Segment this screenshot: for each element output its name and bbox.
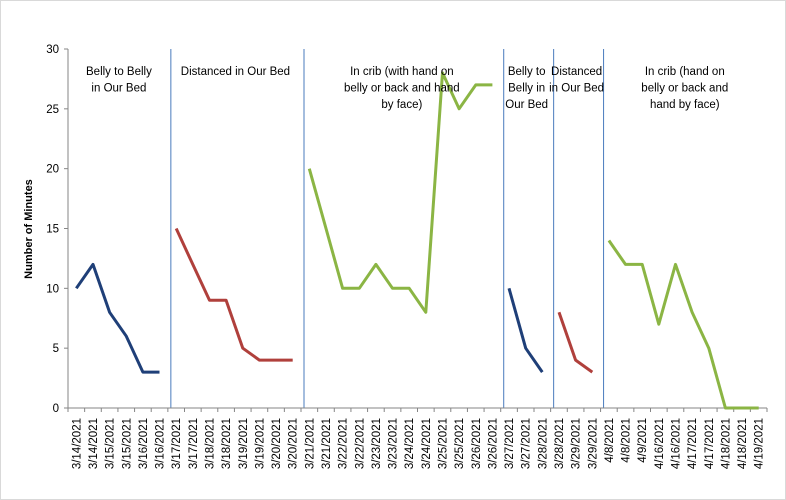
series-line-6: [607, 239, 759, 410]
section-annotation: belly or back and hand: [344, 83, 460, 95]
series-line-5: [557, 311, 594, 374]
series-lines: [75, 71, 759, 410]
x-tick-label: 4/18/2021: [720, 418, 732, 469]
x-tick-label: 3/25/2021: [454, 418, 466, 469]
y-tick-label: 30: [46, 44, 59, 56]
section-annotation: belly or back and: [641, 83, 728, 95]
y-tick-label: 15: [46, 224, 59, 236]
x-tick-label: 3/25/2021: [437, 418, 449, 469]
x-tick-label: 3/26/2021: [471, 418, 483, 469]
section-annotation: Belly to: [508, 66, 546, 78]
section-annotation: Belly to Belly: [86, 66, 152, 78]
x-tick-label: 3/22/2021: [354, 418, 366, 469]
y-tick-label: 5: [53, 343, 59, 355]
x-tick-label: 3/17/2021: [188, 418, 200, 469]
x-tick-label: 3/27/2021: [504, 418, 516, 469]
x-tick-label: 4/16/2021: [654, 418, 666, 469]
axes: 0 5 10 15 20 25 30 3/14/2021 3/14/2021 3/15/2021 3…: [46, 44, 768, 469]
x-tick-label: 3/14/2021: [88, 418, 100, 469]
x-tick-label: 3/26/2021: [487, 418, 499, 469]
x-tick-label: 3/24/2021: [404, 418, 416, 469]
series-line-2: [174, 227, 293, 362]
x-tick-label: 3/15/2021: [121, 418, 133, 469]
x-tick-label: 3/23/2021: [371, 418, 383, 469]
x-tick-label: 4/8/2021: [621, 418, 633, 463]
x-tick-label: 4/9/2021: [637, 418, 649, 463]
series-line-3: [307, 71, 493, 314]
x-tick-label: 3/16/2021: [138, 418, 150, 469]
y-tick-label: 25: [46, 104, 59, 116]
section-annotation: Distanced in Our Bed: [181, 66, 290, 78]
x-tick-label: 4/17/2021: [704, 418, 716, 469]
x-tick-label: 3/24/2021: [421, 418, 433, 469]
x-tick-label: 4/16/2021: [670, 418, 682, 469]
section-annotations: Belly to Belly in Our Bed Distanced in Our…: [86, 66, 728, 111]
y-axis-title: Number of Minutes: [23, 179, 35, 279]
series-line-4: [507, 287, 544, 373]
section-annotation: In crib (with hand on: [350, 66, 454, 78]
y-tick-label: 20: [46, 164, 59, 176]
x-tick-label: 3/15/2021: [105, 418, 117, 469]
x-tick-label: 3/29/2021: [571, 418, 583, 469]
section-annotation: in Our Bed: [549, 83, 604, 95]
x-tick-label: 3/28/2021: [537, 418, 549, 469]
x-tick-label: 3/29/2021: [587, 418, 599, 469]
x-tick-label: 3/23/2021: [388, 418, 400, 469]
section-annotation: hand by face): [650, 99, 720, 111]
y-tick-label: 0: [53, 403, 59, 415]
section-annotation: Our Bed: [505, 99, 548, 111]
x-tick-label: 3/19/2021: [254, 418, 266, 469]
y-tick-label: 10: [46, 283, 59, 295]
x-tick-label: 3/21/2021: [321, 418, 333, 469]
section-annotation: In crib (hand on: [645, 66, 725, 78]
section-annotation: by face): [381, 99, 422, 111]
section-dividers: [170, 49, 605, 408]
x-tick-label: 4/17/2021: [687, 418, 699, 469]
x-tick-label: 4/8/2021: [604, 418, 616, 463]
x-tick-label: 3/20/2021: [288, 418, 300, 469]
section-annotation: in Our Bed: [91, 83, 146, 95]
x-tick-label: 3/17/2021: [171, 418, 183, 469]
x-tick-label: 3/14/2021: [71, 418, 83, 469]
x-tick-label: 3/18/2021: [204, 418, 216, 469]
x-tick-label: 3/21/2021: [304, 418, 316, 469]
series-line-1: [75, 262, 160, 374]
x-tick-label: 4/18/2021: [737, 418, 749, 469]
x-tick-label: 3/16/2021: [155, 418, 167, 469]
x-tick-label: 3/28/2021: [554, 418, 566, 469]
x-tick-label: 3/27/2021: [521, 418, 533, 469]
section-annotation: Distanced: [551, 66, 602, 78]
x-tick-label: 3/22/2021: [338, 418, 350, 469]
x-tick-label: 3/18/2021: [221, 418, 233, 469]
x-tick-label: 3/20/2021: [271, 418, 283, 469]
x-tick-label: 4/19/2021: [754, 418, 766, 469]
x-tick-label: 3/19/2021: [238, 418, 250, 469]
section-annotation: Belly in: [508, 83, 545, 95]
